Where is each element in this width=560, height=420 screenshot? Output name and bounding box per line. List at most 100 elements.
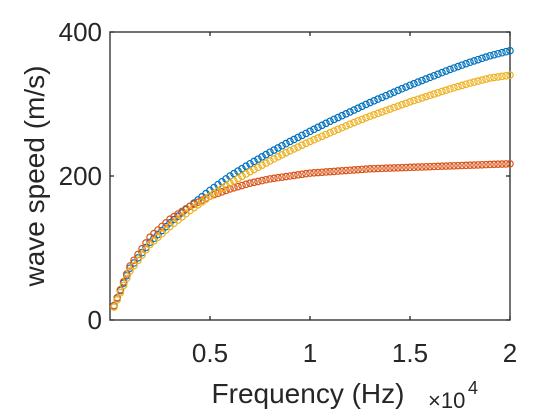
- data-marker: [250, 157, 258, 166]
- data-point: [506, 71, 514, 80]
- data-marker: [402, 83, 410, 91]
- data-marker: [242, 170, 250, 178]
- data-marker: [478, 76, 486, 84]
- data-marker: [442, 86, 450, 94]
- data-marker: [398, 163, 406, 172]
- data-marker: [394, 163, 402, 172]
- data-point: [486, 51, 494, 60]
- data-marker: [154, 230, 162, 239]
- data-marker: [390, 164, 398, 172]
- data-marker: [322, 119, 330, 128]
- data-marker: [502, 160, 510, 168]
- data-marker: [262, 175, 270, 184]
- data-marker: [414, 163, 422, 171]
- data-marker: [314, 134, 322, 142]
- data-marker: [430, 71, 438, 80]
- data-marker: [370, 97, 378, 105]
- data-point: [266, 148, 274, 157]
- series-layer: [110, 46, 514, 311]
- data-marker: [214, 189, 222, 198]
- data-point: [346, 166, 354, 175]
- data-marker: [434, 88, 442, 97]
- data-marker: [394, 86, 402, 95]
- data-marker: [474, 77, 482, 85]
- data-point: [246, 179, 254, 188]
- series-2: [110, 159, 514, 310]
- data-point: [286, 137, 294, 146]
- data-point: [110, 303, 118, 311]
- data-marker: [222, 181, 230, 190]
- data-marker: [234, 182, 242, 191]
- data-marker: [502, 47, 510, 56]
- data-marker: [230, 177, 238, 185]
- data-marker: [314, 168, 322, 177]
- data-marker: [410, 163, 418, 172]
- data-point: [486, 74, 494, 82]
- data-point: [426, 162, 434, 171]
- data-marker: [262, 159, 270, 167]
- data-marker: [250, 165, 258, 174]
- data-marker: [382, 91, 390, 100]
- x-tick-label: 1: [303, 338, 317, 368]
- data-marker: [138, 251, 146, 259]
- data-point: [266, 157, 274, 165]
- data-marker: [298, 141, 306, 149]
- data-marker: [282, 149, 290, 157]
- data-marker: [342, 166, 350, 175]
- data-point: [406, 98, 414, 106]
- data-marker: [410, 79, 418, 88]
- data-marker: [374, 95, 382, 103]
- data-marker: [290, 135, 298, 144]
- series-3: [110, 71, 514, 311]
- data-marker: [238, 164, 246, 173]
- data-marker: [116, 288, 125, 297]
- data-marker: [462, 161, 470, 170]
- data-marker: [422, 162, 430, 171]
- data-marker: [454, 62, 462, 71]
- data-marker: [490, 73, 498, 82]
- data-point: [446, 162, 454, 170]
- data-marker: [234, 167, 242, 175]
- data-point: [406, 163, 414, 172]
- x-axis-label: Frequency (Hz): [212, 378, 405, 409]
- data-marker: [218, 188, 226, 196]
- data-marker: [462, 80, 470, 89]
- data-marker: [470, 161, 478, 169]
- data-marker: [290, 145, 298, 153]
- data-marker: [354, 165, 362, 174]
- data-marker: [334, 113, 342, 122]
- data-marker: [142, 245, 150, 254]
- data-marker: [242, 162, 250, 171]
- data-marker: [458, 161, 466, 170]
- data-marker: [450, 161, 458, 170]
- data-marker: [314, 123, 322, 132]
- y-tick-label: 0: [88, 305, 102, 335]
- data-marker: [358, 102, 366, 111]
- data-marker: [358, 165, 366, 174]
- x-tick-label: 1.5: [392, 338, 428, 368]
- data-point: [426, 73, 434, 82]
- data-point: [466, 58, 474, 67]
- data-point: [466, 79, 474, 87]
- data-marker: [434, 162, 442, 171]
- data-marker: [498, 48, 506, 57]
- data-point: [366, 112, 374, 121]
- data-marker: [119, 281, 128, 290]
- data-marker: [494, 160, 502, 168]
- data-marker: [390, 103, 398, 112]
- data-marker: [362, 100, 370, 109]
- data-marker: [202, 195, 210, 203]
- data-marker: [374, 164, 382, 173]
- data-marker: [278, 141, 286, 150]
- data-point: [246, 159, 254, 168]
- x-axis-ticks: 0.5 1 1.5 2: [192, 32, 517, 368]
- data-marker: [150, 234, 158, 243]
- x-axis-exponent-power: 4: [468, 378, 478, 398]
- data-marker: [454, 161, 462, 170]
- data-marker: [322, 130, 330, 139]
- data-marker: [162, 222, 170, 231]
- data-point: [126, 267, 134, 275]
- y-tick-label: 400: [59, 17, 102, 47]
- data-point: [346, 108, 354, 116]
